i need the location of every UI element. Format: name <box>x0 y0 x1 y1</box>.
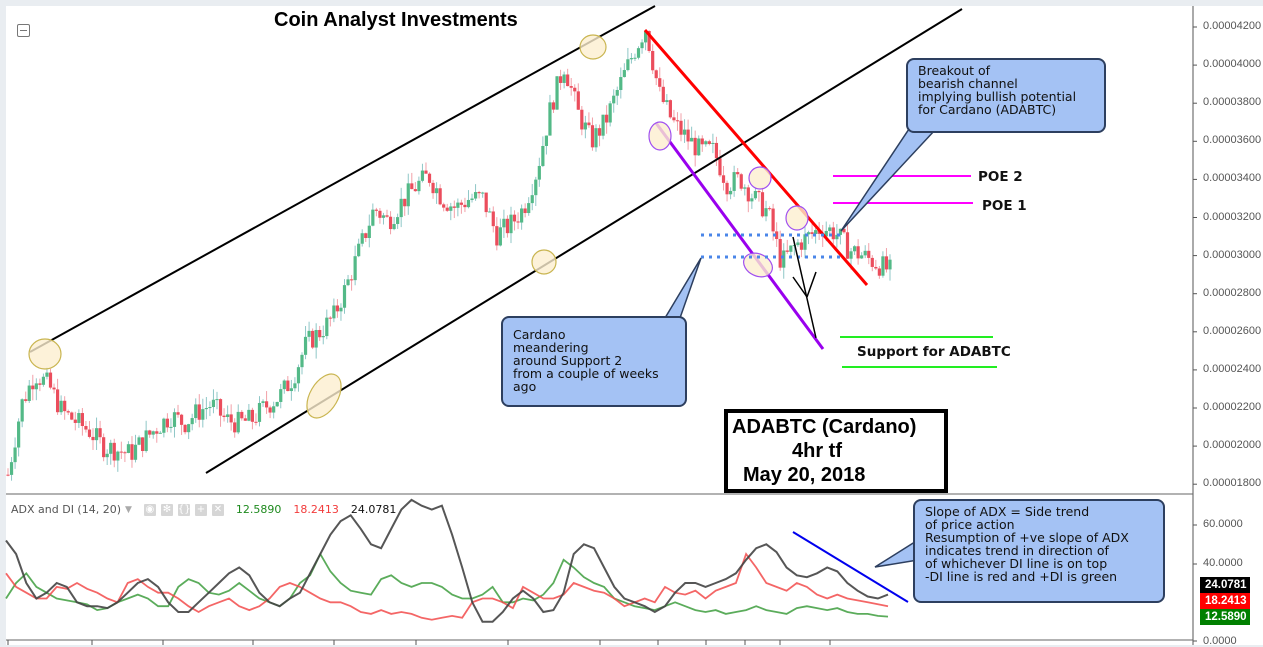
info-box: ADABTC (Cardano) 4hr tf May 20, 2018 <box>724 409 948 493</box>
adx-di-series <box>5 498 889 623</box>
price-axis-label: 0.00003200 <box>1203 210 1262 223</box>
info-symbol: ADABTC (Cardano) <box>732 416 917 438</box>
price-axis-label: 0.00003600 <box>1203 134 1262 147</box>
plus-di-value: 12.5890 <box>235 503 282 516</box>
poe-2-label: POE 2 <box>978 169 1023 185</box>
close-icon[interactable]: ✕ <box>211 503 224 516</box>
bearish-channel-top-line[interactable] <box>643 29 869 286</box>
adx-callout[interactable]: Slope of ADX = Side trend of price actio… <box>913 499 1165 603</box>
callout-tail <box>663 257 702 319</box>
cardano-callout[interactable]: Cardano meandering around Support 2 from… <box>501 316 687 407</box>
indicator-axis-ticks <box>1193 524 1197 642</box>
candlestick-series <box>6 29 892 481</box>
braces-icon[interactable]: {} <box>177 503 191 516</box>
touch-point-marker <box>306 373 342 419</box>
callout-tail <box>874 538 919 568</box>
adx-value: 24.0781 <box>350 503 397 516</box>
touch-point-marker <box>785 205 809 231</box>
price-axis-ticks <box>1193 26 1197 485</box>
price-axis-label: 0.00004200 <box>1203 20 1262 32</box>
breakout-callout[interactable]: Breakout of bearish channel implying bul… <box>906 58 1106 133</box>
poe-1-label: POE 1 <box>982 198 1027 214</box>
page-title: Coin Analyst Investments <box>274 9 518 31</box>
price-axis-label: 0.00003800 <box>1203 96 1262 109</box>
adx-axis-label-60: 60.0000 <box>1203 518 1243 530</box>
adx-trend-line[interactable] <box>792 531 909 603</box>
indicator-name[interactable]: ADX and DI (14, 20) <box>11 503 121 516</box>
price-axis-label: 0.00001800 <box>1203 477 1262 490</box>
adx-axis-label-0: 0.0000 <box>1203 635 1237 647</box>
di-line <box>5 552 889 618</box>
adx-last-value-tag: 24.0781 <box>1200 577 1250 593</box>
adx-line <box>5 498 889 623</box>
touch-point-marker <box>648 121 672 151</box>
touch-point-marker <box>531 249 557 275</box>
touch-point-marker <box>748 166 772 190</box>
price-axis-label: 0.00002200 <box>1203 401 1262 413</box>
price-axis-label: 0.00003400 <box>1203 172 1262 185</box>
arrow-down-icon <box>792 236 817 339</box>
price-axis-label: 0.00002800 <box>1203 286 1262 299</box>
minus-di-last-value-tag: 18.2413 <box>1200 593 1250 609</box>
plus-icon[interactable]: + <box>194 503 207 516</box>
support-label: Support for ADABTC <box>857 344 1011 360</box>
price-axis-label: 0.00003000 <box>1203 248 1262 261</box>
info-timeframe: 4hr tf <box>792 440 842 462</box>
touch-point-marker <box>743 252 773 278</box>
ascending-channel-top[interactable] <box>29 5 656 353</box>
di-line <box>5 552 889 621</box>
bearish-channel-bottom-line[interactable] <box>654 122 825 350</box>
price-axis-label: 0.00002600 <box>1203 324 1262 337</box>
collapse-icon[interactable] <box>17 24 30 37</box>
info-date: May 20, 2018 <box>743 464 866 486</box>
plus-di-last-value-tag: 12.5890 <box>1200 609 1250 625</box>
chevron-down-icon[interactable]: ▼ <box>125 504 132 515</box>
gear-icon[interactable]: ✻ <box>160 503 173 516</box>
price-axis-label: 0.00002400 <box>1203 362 1262 375</box>
time-axis-ticks <box>7 640 831 645</box>
price-axis-label: 0.00004000 <box>1203 58 1262 71</box>
indicator-legend[interactable]: ADX and DI (14, 20) ▼ ◉ ✻ {} + ✕ 12.5890… <box>11 503 396 516</box>
eye-icon[interactable]: ◉ <box>143 503 156 516</box>
touch-point-marker <box>28 338 62 370</box>
price-axis-label: 0.00002000 <box>1203 439 1262 452</box>
touch-point-marker <box>579 34 607 60</box>
minus-di-value: 18.2413 <box>293 503 339 516</box>
adx-axis-label-40: 40.0000 <box>1203 557 1243 569</box>
